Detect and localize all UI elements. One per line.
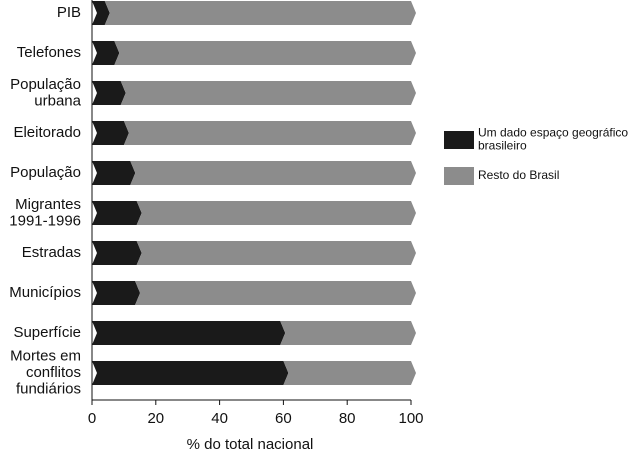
bar-segment [283, 361, 416, 385]
bar-segment [104, 1, 416, 25]
x-tick-label: 100 [398, 410, 423, 427]
legend-label: Resto do Brasil [478, 168, 559, 182]
bar-segment [92, 41, 120, 65]
bar-segment [135, 281, 416, 305]
bar-segment [92, 201, 142, 225]
bar-segment [92, 81, 126, 105]
y-tick-label: População urbana [10, 76, 82, 110]
bar-segment [120, 81, 417, 105]
x-tick-label: 80 [339, 410, 356, 427]
y-tick-label: Eleitorado [13, 124, 81, 141]
x-axis-title: % do total nacional [187, 436, 314, 453]
bar-segment [123, 121, 417, 145]
bar-segment [136, 201, 416, 225]
y-tick-label: População [10, 164, 81, 181]
legend-swatch [444, 167, 474, 185]
bar-segment [130, 161, 416, 185]
y-tick-label: Estradas [22, 244, 81, 261]
bar-segment [114, 41, 416, 65]
bar-segment [92, 361, 289, 385]
bar-segment [280, 321, 416, 345]
y-tick-label: Municípios [9, 284, 81, 301]
legend-label: Um dado espaço geográfico brasileiro [478, 126, 628, 153]
y-tick-label: PIB [57, 4, 81, 21]
x-tick-label: 60 [275, 410, 292, 427]
x-tick-label: 40 [211, 410, 228, 427]
bar-segment [92, 241, 142, 265]
y-tick-label: Mortes em conflitos fundiários [10, 347, 81, 397]
y-tick-label: Migrantes 1991-1996 [9, 196, 81, 230]
y-tick-label: Telefones [17, 44, 81, 61]
y-tick-label: Superfície [13, 324, 81, 341]
x-tick-label: 20 [147, 410, 164, 427]
bar-segment [92, 1, 110, 25]
bar-segment [92, 161, 136, 185]
legend-swatch [444, 131, 474, 149]
x-tick-label: 0 [88, 410, 96, 427]
bar-segment [136, 241, 416, 265]
bar-segment [92, 121, 129, 145]
bar-segment [92, 321, 286, 345]
bar-segment [92, 281, 141, 305]
